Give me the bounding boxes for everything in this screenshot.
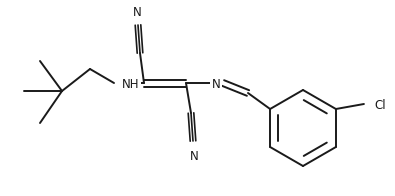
Text: Cl: Cl (374, 99, 386, 112)
Text: NH: NH (122, 78, 139, 91)
Text: N: N (212, 78, 220, 91)
Text: N: N (190, 150, 198, 163)
Text: N: N (133, 6, 141, 19)
